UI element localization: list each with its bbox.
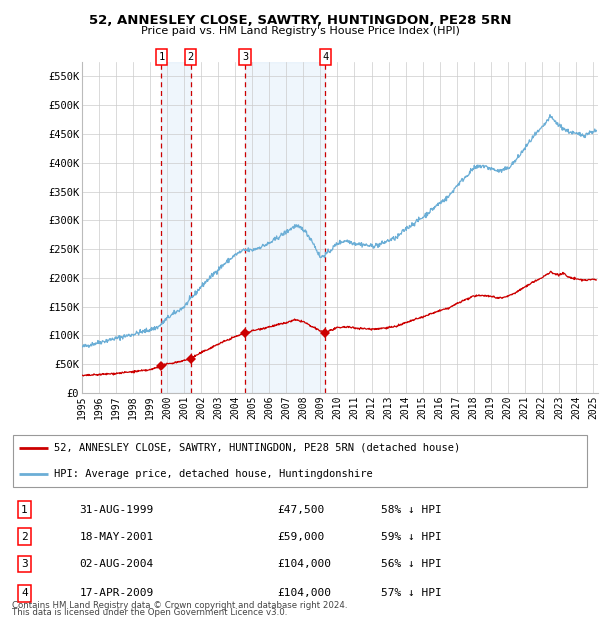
FancyBboxPatch shape xyxy=(13,435,587,487)
Text: 31-AUG-1999: 31-AUG-1999 xyxy=(80,505,154,515)
Text: 52, ANNESLEY CLOSE, SAWTRY, HUNTINGDON, PE28 5RN (detached house): 52, ANNESLEY CLOSE, SAWTRY, HUNTINGDON, … xyxy=(53,443,460,453)
Text: 4: 4 xyxy=(322,52,329,62)
Text: HPI: Average price, detached house, Huntingdonshire: HPI: Average price, detached house, Hunt… xyxy=(53,469,372,479)
Bar xyxy=(161,62,191,393)
Text: 4: 4 xyxy=(21,588,28,598)
Text: 3: 3 xyxy=(21,559,28,569)
Text: 3: 3 xyxy=(242,52,248,62)
Text: 57% ↓ HPI: 57% ↓ HPI xyxy=(381,588,442,598)
Text: 1: 1 xyxy=(158,52,164,62)
Text: £104,000: £104,000 xyxy=(277,559,331,569)
Text: 2: 2 xyxy=(187,52,194,62)
Text: £47,500: £47,500 xyxy=(277,505,324,515)
Text: This data is licensed under the Open Government Licence v3.0.: This data is licensed under the Open Gov… xyxy=(12,608,287,617)
Text: Contains HM Land Registry data © Crown copyright and database right 2024.: Contains HM Land Registry data © Crown c… xyxy=(12,601,347,610)
Text: 52, ANNESLEY CLOSE, SAWTRY, HUNTINGDON, PE28 5RN: 52, ANNESLEY CLOSE, SAWTRY, HUNTINGDON, … xyxy=(89,14,511,27)
Text: 02-AUG-2004: 02-AUG-2004 xyxy=(80,559,154,569)
Text: 2: 2 xyxy=(21,532,28,542)
Text: £104,000: £104,000 xyxy=(277,588,331,598)
Text: 18-MAY-2001: 18-MAY-2001 xyxy=(80,532,154,542)
Text: 1: 1 xyxy=(21,505,28,515)
Bar xyxy=(245,62,325,393)
Text: 58% ↓ HPI: 58% ↓ HPI xyxy=(381,505,442,515)
Text: Price paid vs. HM Land Registry's House Price Index (HPI): Price paid vs. HM Land Registry's House … xyxy=(140,26,460,36)
Text: 17-APR-2009: 17-APR-2009 xyxy=(80,588,154,598)
Text: 56% ↓ HPI: 56% ↓ HPI xyxy=(381,559,442,569)
Text: £59,000: £59,000 xyxy=(277,532,324,542)
Text: 59% ↓ HPI: 59% ↓ HPI xyxy=(381,532,442,542)
